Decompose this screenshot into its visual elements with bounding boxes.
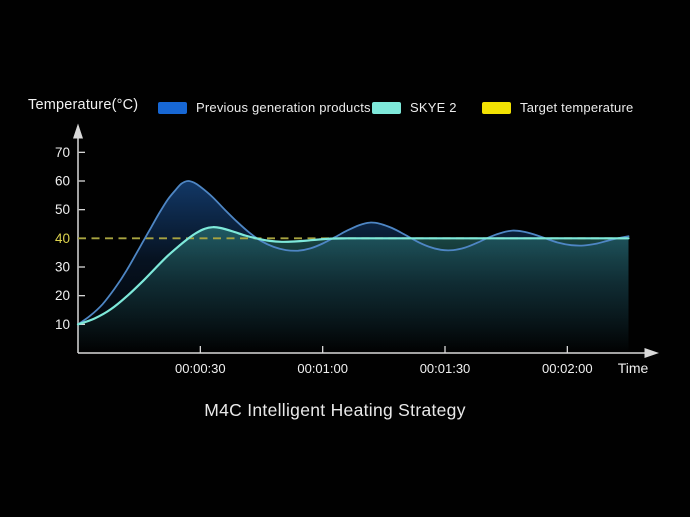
x-tick-label: 00:01:30 [420, 361, 471, 376]
legend-label: SKYE 2 [410, 100, 457, 115]
legend-item-skye-2: SKYE 2 [372, 100, 457, 115]
legend-swatch-target-temperature [482, 102, 511, 114]
y-axis-title: Temperature(°C) [28, 97, 139, 113]
y-tick-label: 70 [55, 145, 70, 160]
curve-previous-generation-products [77, 180, 630, 326]
y-tick-label: 30 [55, 259, 70, 274]
y-tick-label: 20 [55, 288, 70, 303]
fill-skye-2 [78, 227, 629, 353]
y-tick-label: 40 [55, 231, 70, 246]
x-tick-label: 00:00:30 [175, 361, 226, 376]
legend-label: Target temperature [520, 100, 634, 115]
chart-title: M4C Intelligent Heating Strategy [204, 400, 466, 420]
x-tick-label: 00:02:00 [542, 361, 593, 376]
legend-label: Previous generation products [196, 100, 371, 115]
y-axis-arrow-icon [73, 123, 83, 139]
y-tick-label: 60 [55, 173, 70, 188]
x-axis-title: Time [618, 360, 649, 376]
legend-item-previous-generation: Previous generation products [158, 100, 371, 115]
x-axis-arrow-icon [644, 348, 659, 358]
x-tick-label: 00:01:00 [297, 361, 348, 376]
fill-previous-generation-products [78, 180, 629, 353]
curve-skye-2 [76, 226, 630, 326]
legend-swatch-skye-2 [372, 102, 401, 114]
y-tick-label: 10 [55, 317, 70, 332]
y-tick-label: 50 [55, 202, 70, 217]
legend-swatch-previous-generation [158, 102, 187, 114]
legend-item-target-temperature: Target temperature [482, 100, 633, 115]
